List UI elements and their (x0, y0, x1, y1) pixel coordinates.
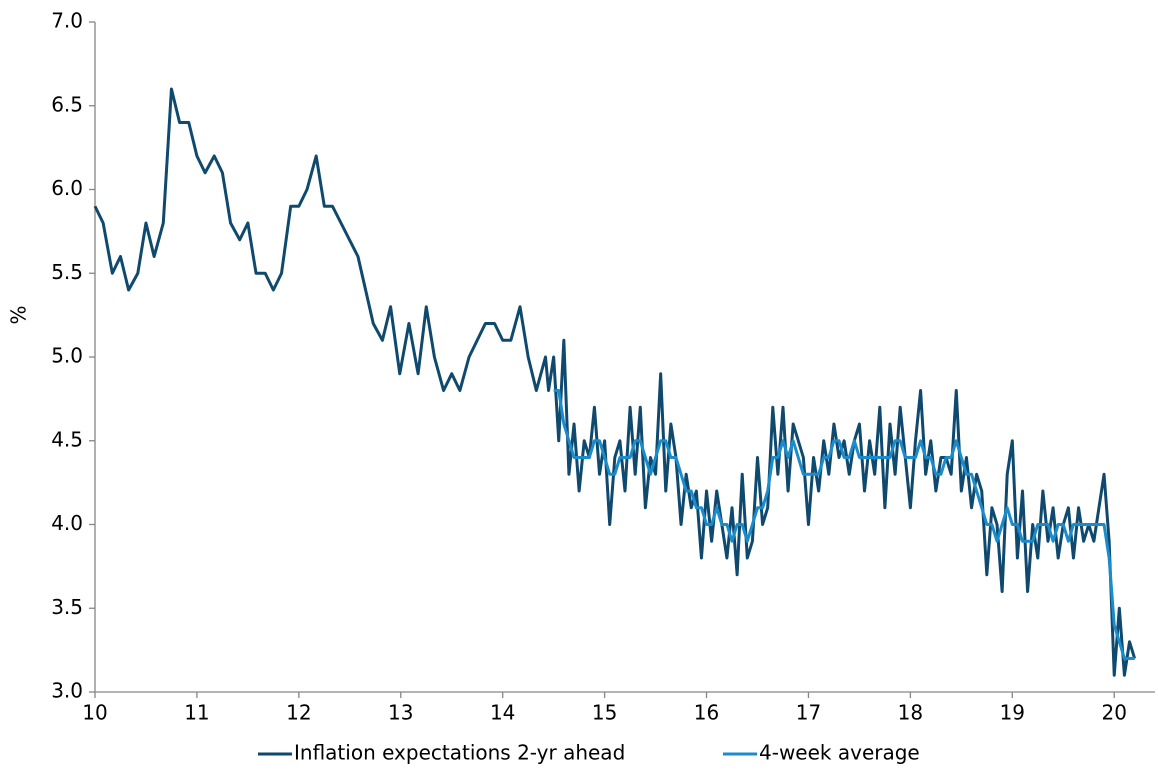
x-tick-label: 12 (286, 701, 311, 725)
y-tick-label: 4.0 (51, 511, 83, 535)
x-tick-label: 11 (184, 701, 209, 725)
x-tick-label: 14 (490, 701, 515, 725)
x-tick-label: 20 (1102, 701, 1127, 725)
x-tick-label: 10 (82, 701, 107, 725)
series-line (553, 389, 1135, 660)
legend-label: Inflation expectations 2-yr ahead (294, 741, 625, 765)
y-tick-label: 6.5 (51, 92, 83, 116)
x-tick-label: 16 (694, 701, 719, 725)
x-tick-label: 19 (1000, 701, 1025, 725)
y-tick-label: 5.0 (51, 344, 83, 368)
y-tick-label: 7.0 (51, 9, 83, 33)
x-tick-label: 13 (388, 701, 413, 725)
y-tick-label: 6.0 (51, 176, 83, 200)
y-axis-label: % (7, 305, 31, 324)
y-tick-label: 4.5 (51, 427, 83, 451)
x-tick-label: 17 (796, 701, 821, 725)
y-tick-label: 5.5 (51, 260, 83, 284)
legend-label: 4-week average (759, 741, 920, 765)
y-tick-label: 3.0 (51, 679, 83, 703)
x-tick-label: 15 (592, 701, 617, 725)
series-line (93, 87, 1137, 677)
x-tick-label: 18 (898, 701, 923, 725)
y-tick-label: 3.5 (51, 595, 83, 619)
